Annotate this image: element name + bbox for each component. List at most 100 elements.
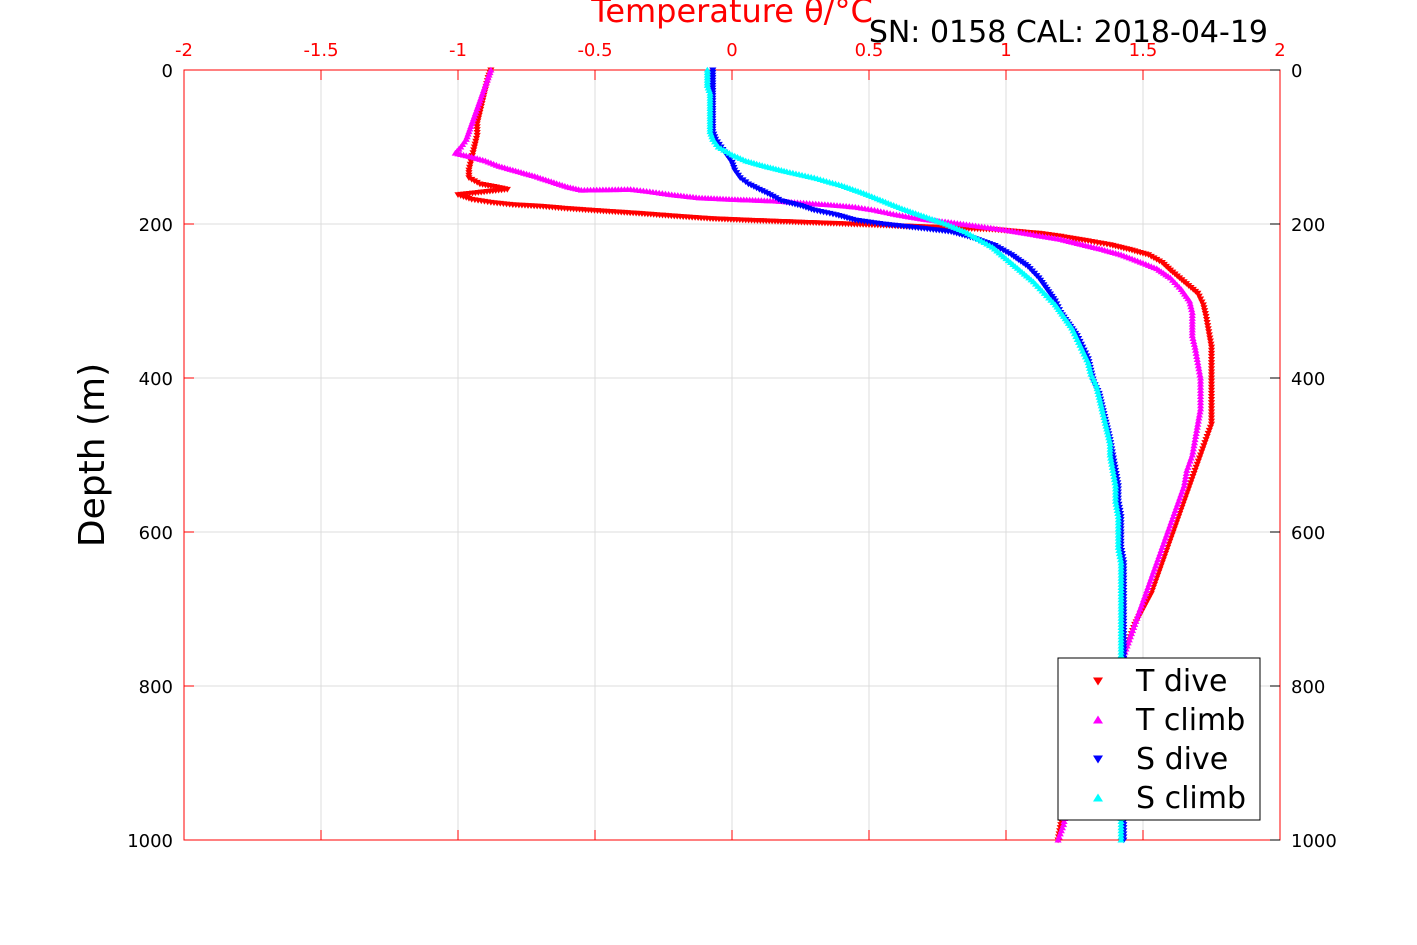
legend-label: S climb — [1136, 781, 1246, 816]
data-point — [1190, 442, 1198, 449]
data-point — [1117, 633, 1125, 640]
legend-marker — [1093, 793, 1103, 802]
data-point — [1191, 343, 1199, 350]
data-point — [1194, 417, 1202, 424]
data-point — [1117, 648, 1125, 655]
data-point — [1188, 309, 1196, 316]
data-point — [466, 164, 474, 171]
data-point — [1190, 338, 1198, 344]
data-point — [1205, 427, 1213, 434]
legend-item: T dive — [1093, 664, 1227, 699]
x-tick-label: 1 — [1000, 40, 1011, 61]
data-point — [1192, 350, 1200, 356]
data-point — [1196, 380, 1205, 387]
data-point — [1117, 830, 1125, 837]
y-tick-label-right: 200 — [1291, 215, 1325, 236]
data-point — [1205, 332, 1213, 339]
data-point — [1109, 470, 1118, 476]
data-point — [1097, 402, 1105, 409]
data-point — [1114, 513, 1122, 520]
data-point — [1207, 347, 1216, 354]
data-point — [1207, 372, 1216, 379]
data-point — [1188, 323, 1196, 330]
y-tick-label-right: 1000 — [1291, 831, 1337, 852]
data-point — [1117, 645, 1125, 652]
data-point — [1207, 390, 1216, 397]
data-point — [1192, 347, 1200, 353]
data-point — [1207, 353, 1216, 360]
data-point — [1196, 387, 1205, 393]
data-point — [1112, 491, 1120, 498]
data-point — [1204, 326, 1212, 332]
data-point — [1189, 335, 1197, 342]
data-point — [1103, 428, 1111, 435]
data-point — [1106, 445, 1114, 452]
data-point — [1096, 399, 1105, 406]
data-point — [1206, 424, 1215, 431]
data-point — [1114, 544, 1122, 550]
y-tick-label-right: 600 — [1291, 523, 1325, 544]
data-point — [472, 138, 480, 145]
data-point — [1207, 409, 1216, 416]
data-point — [1207, 341, 1215, 348]
data-point — [1117, 559, 1125, 566]
data-point — [1188, 317, 1196, 324]
data-point — [1203, 434, 1211, 440]
data-point — [1207, 418, 1216, 425]
data-point — [1201, 440, 1209, 446]
data-point — [1117, 599, 1125, 606]
data-point — [1195, 414, 1203, 421]
data-point — [1117, 821, 1125, 828]
data-point — [1181, 476, 1189, 483]
data-point — [1191, 436, 1199, 443]
data-point — [1098, 405, 1106, 412]
legend-marker — [1093, 715, 1103, 724]
data-point — [1117, 574, 1125, 581]
data-point — [471, 141, 479, 148]
data-point — [1198, 449, 1206, 456]
data-point — [1106, 440, 1114, 446]
data-point — [1196, 390, 1205, 396]
data-point — [1104, 431, 1112, 438]
data-point — [1117, 587, 1125, 594]
data-point — [1110, 476, 1119, 483]
data-point — [1207, 421, 1216, 428]
data-point — [1207, 403, 1216, 409]
data-point — [1195, 411, 1204, 418]
data-point — [1114, 522, 1122, 529]
data-point — [1200, 305, 1208, 311]
data-point — [1194, 458, 1202, 465]
data-point — [1117, 562, 1125, 569]
data-point — [1193, 353, 1201, 359]
data-point — [1203, 320, 1211, 326]
y-tick-label-right: 0 — [1291, 61, 1302, 82]
data-point — [1114, 510, 1122, 517]
data-point — [1207, 366, 1216, 372]
y-axis-label: Depth (m) — [72, 363, 113, 547]
data-point — [1112, 494, 1120, 501]
data-point — [1204, 430, 1212, 437]
data-point — [1107, 457, 1115, 464]
data-point — [1117, 565, 1125, 572]
data-point — [1107, 454, 1115, 461]
data-point — [1096, 396, 1104, 403]
data-point — [1086, 368, 1094, 374]
data-point — [1109, 467, 1117, 473]
data-point — [1196, 399, 1205, 406]
data-point — [473, 130, 481, 136]
data-point — [1094, 391, 1103, 397]
legend-box — [1057, 657, 1261, 821]
data-point — [1054, 836, 1062, 843]
data-point — [1117, 627, 1125, 634]
data-point — [1101, 419, 1109, 426]
data-point — [1117, 618, 1125, 624]
data-point — [1112, 488, 1120, 495]
legend-item: S climb — [1093, 781, 1246, 816]
data-point — [1084, 359, 1092, 366]
data-point — [1102, 422, 1110, 429]
y-tick-label-left: 200 — [139, 215, 173, 236]
data-point — [1051, 298, 1059, 305]
legend-marker — [1093, 755, 1103, 764]
data-point — [1112, 501, 1120, 507]
